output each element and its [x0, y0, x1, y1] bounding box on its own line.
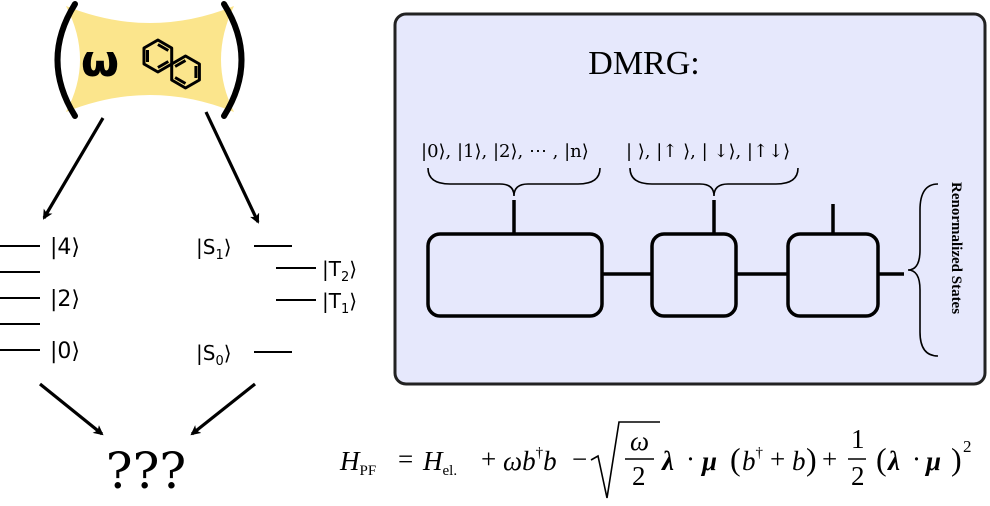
photon-ket-2: |2⟩ — [50, 287, 80, 312]
molecule-levels — [254, 245, 316, 353]
state-s1: |S1⟩ — [196, 235, 232, 263]
paren2-open: ( — [876, 441, 887, 477]
photon-levels — [0, 245, 40, 351]
lambda-vector: λ — [661, 446, 674, 476]
cavity: ω — [54, 1, 245, 119]
h-el: Hel. — [422, 446, 457, 479]
sqrt-sign — [590, 421, 660, 499]
question-marks: ??? — [106, 442, 186, 500]
power-two: 2 — [963, 437, 972, 456]
minus-sign: − — [572, 444, 587, 474]
lambda-vector-2: λ — [887, 446, 900, 476]
plus-sign: + — [481, 444, 496, 474]
photon-ket-4: |4⟩ — [50, 235, 80, 260]
mu-vector-2: μ — [924, 446, 941, 476]
frac-two: 2 — [632, 461, 646, 491]
state-t1: |T1⟩ — [322, 289, 357, 317]
arrow-cavity-to-photon — [42, 117, 105, 220]
state-s0: |S0⟩ — [196, 341, 232, 369]
photon-ket-0: |0⟩ — [50, 339, 80, 364]
state-t2: |T2⟩ — [322, 257, 357, 285]
photon-brace — [427, 167, 601, 197]
b-dagger: b† — [742, 445, 764, 476]
cavity-mirror-left — [54, 1, 78, 119]
h-pf: HPF — [339, 446, 376, 479]
braces — [427, 167, 939, 357]
mps-chain — [426, 200, 904, 318]
paren-open: ( — [730, 441, 741, 477]
dot-operator: · — [686, 444, 695, 474]
hamiltonian: HPF = Hel. + ωb†b − ω 2 λ · μ ( b† + b )… — [339, 421, 972, 499]
dmrg-title: DMRG: — [588, 45, 699, 82]
mu-vector: μ — [700, 446, 717, 476]
arrows — [38, 111, 260, 436]
renormalized-states-label: Renormalized States — [948, 182, 964, 314]
renormalized-brace — [907, 183, 939, 357]
arrow-cavity-to-molecule — [204, 111, 260, 224]
paren-close: ) — [806, 441, 817, 477]
frac-omega: ω — [630, 426, 649, 456]
dot-operator-2: · — [912, 444, 921, 474]
orbital-brace — [629, 167, 799, 197]
b-operator: b — [792, 446, 806, 476]
paren2-close: ) — [951, 441, 962, 477]
arrow-photon-to-question — [38, 382, 104, 436]
dmrg-panel — [393, 12, 987, 386]
orbital-basis-label: | ⟩, |↑ ⟩, | ↓⟩, |↑↓⟩ — [626, 141, 790, 162]
omega-b: ωb†b — [503, 445, 557, 476]
naphthalene-icon — [142, 38, 201, 90]
arrow-molecule-to-question — [190, 382, 256, 436]
cavity-mirror-right — [221, 1, 245, 119]
photon-basis-label: |0⟩, |1⟩, |2⟩, ⋯ , |n⟩ — [421, 141, 589, 162]
equals-sign: = — [398, 444, 413, 474]
half-den: 2 — [851, 461, 865, 491]
cavity-frequency-label: ω — [81, 36, 119, 87]
plus-sign: + — [822, 444, 837, 474]
plus-sign: + — [770, 444, 785, 474]
half-num: 1 — [851, 424, 865, 454]
